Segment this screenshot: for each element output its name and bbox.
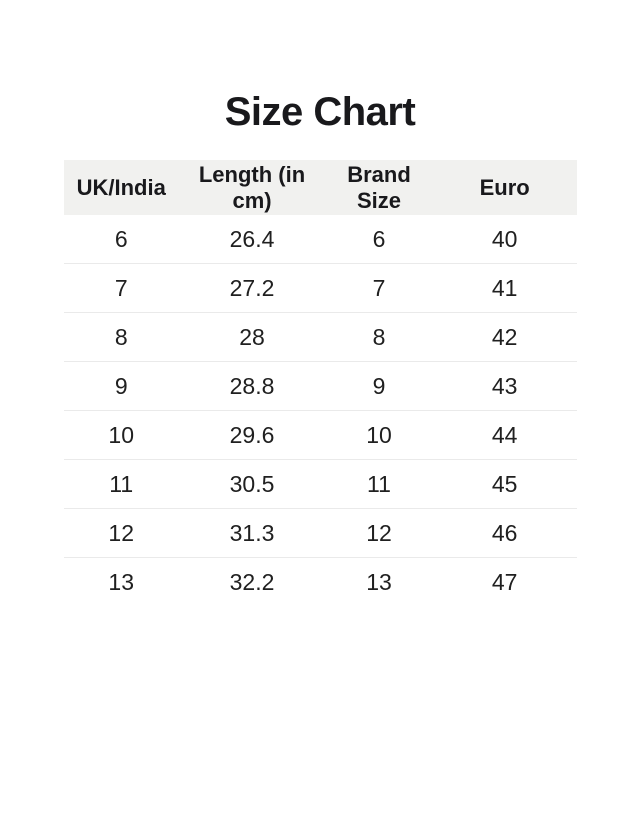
table-row: 10 29.6 10 44 [63,410,577,460]
cell-brand-size: 7 [325,263,433,313]
cell-uk-india: 8 [63,312,179,362]
cell-euro: 40 [432,215,577,264]
table-row: 6 26.4 6 40 [63,215,577,264]
cell-euro: 46 [432,508,577,558]
cell-uk-india: 10 [63,410,179,460]
cell-uk-india: 12 [63,508,179,558]
table-row: 9 28.8 9 43 [63,361,577,411]
table-header: UK/India Length (in cm) Brand Size Euro [63,160,577,215]
cell-euro: 45 [432,459,577,509]
cell-uk-india: 7 [63,263,179,313]
col-header-length-cm: Length (in cm) [178,160,326,215]
cell-brand-size: 9 [325,361,433,411]
table-body: 6 26.4 6 40 7 27.2 7 41 8 28 8 42 9 28.8 9 43 10 29.6 10 44… [63,215,577,607]
cell-uk-india: 6 [63,215,179,264]
size-chart-table: UK/India Length (in cm) Brand Size Euro … [63,160,577,607]
cell-uk-india: 13 [108,568,134,595]
table-row: 8 28 8 42 [63,312,577,362]
cell-length-cm: 30.5 [178,459,326,509]
table-row: 13 32.2 13 47 [64,558,577,607]
cell-length-cm: 26.4 [178,215,326,264]
cell-length-cm: 29.6 [178,410,326,460]
cell-brand-size: 6 [325,215,433,264]
table-row: 11 30.5 11 45 [63,459,577,509]
cell-euro: 47 [491,568,518,595]
table-row: 7 27.2 7 41 [63,263,577,313]
cell-euro: 41 [432,263,577,313]
cell-euro: 43 [432,361,577,411]
page: { "title": "Size Chart", "table": { "hea… [0,90,640,833]
col-header-euro: Euro [432,160,577,215]
cell-brand-size: 11 [325,459,433,509]
cell-length-cm: 31.3 [178,508,326,558]
cell-length-cm: 27.2 [178,263,326,313]
cell-uk-india: 11 [63,459,179,509]
cell-euro: 42 [432,312,577,362]
col-header-uk-india: UK/India [63,160,179,215]
cell-uk-india: 9 [63,361,179,411]
cell-euro: 44 [432,410,577,460]
cell-length-cm: 28.8 [178,361,326,411]
cell-brand-size: 13 [366,568,392,595]
cell-brand-size: 8 [325,312,433,362]
size-chart-panel: Size Chart UK/India Length (in cm) Brand… [0,90,640,833]
cell-brand-size: 10 [325,410,433,460]
table-header-row: UK/India Length (in cm) Brand Size Euro [63,160,577,215]
cell-length-cm: 32.2 [229,568,275,595]
cell-brand-size: 12 [325,508,433,558]
page-title: Size Chart [224,90,416,134]
table-row: 12 31.3 12 46 [63,508,577,558]
col-header-brand-size: Brand Size [325,160,433,215]
cell-length-cm: 28 [178,312,326,362]
